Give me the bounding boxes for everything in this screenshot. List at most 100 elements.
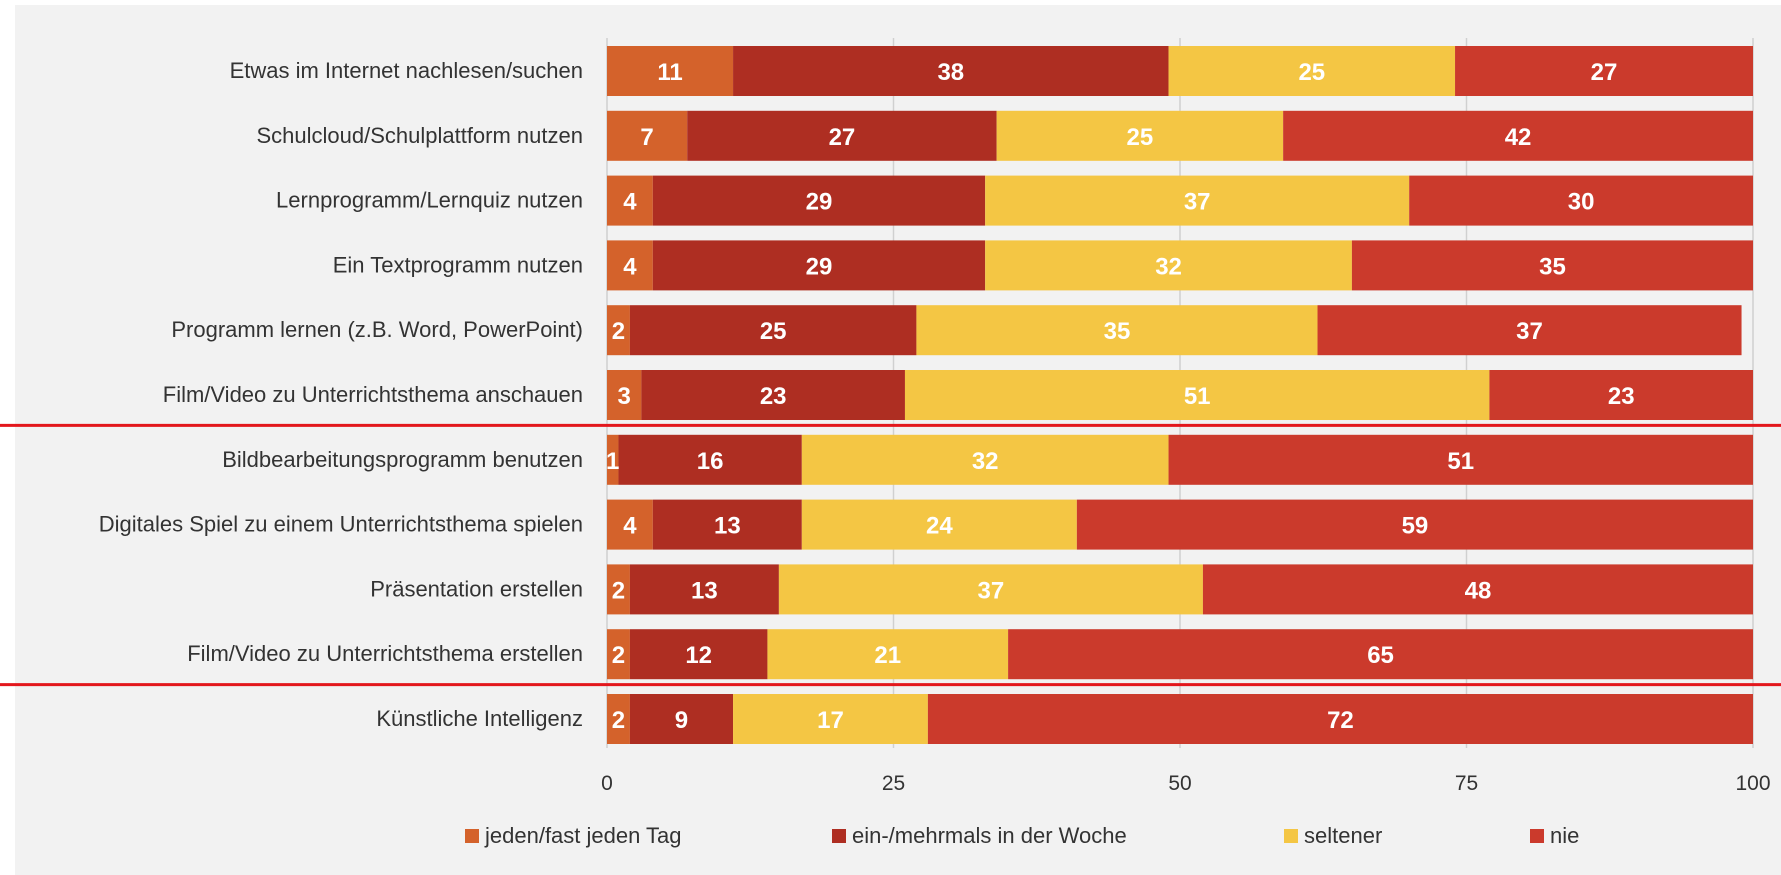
category-label: Digitales Spiel zu einem Unterrichtsthem… (99, 512, 583, 537)
data-label: 37 (1184, 189, 1211, 216)
bar-nie (1351, 240, 1753, 291)
data-label: 11 (657, 59, 682, 86)
data-label: 25 (760, 318, 787, 345)
bar-jeden-fast-jeden-tag (607, 564, 630, 615)
data-label: 32 (972, 448, 999, 475)
legend-label: seltener (1304, 823, 1382, 848)
data-label: 3 (618, 383, 631, 410)
data-label: 51 (1184, 383, 1211, 410)
bar-seltener (733, 694, 928, 744)
bar-nie (1455, 46, 1753, 96)
data-label: 37 (1516, 318, 1543, 345)
bar-ein-mehrmals-in-der-woche (641, 370, 905, 420)
data-label: 42 (1505, 124, 1532, 151)
bar-ein-mehrmals-in-der-woche (733, 46, 1169, 96)
bar-ein-mehrmals-in-der-woche (652, 240, 986, 291)
bar-jeden-fast-jeden-tag (607, 694, 630, 744)
bar-seltener (996, 110, 1284, 161)
data-label: 13 (691, 577, 718, 604)
data-label: 25 (1127, 124, 1154, 151)
bar-jeden-fast-jeden-tag (607, 46, 734, 96)
data-label: 1 (606, 448, 619, 475)
data-label: 13 (714, 513, 741, 540)
category-label: Schulcloud/Schulplattform nutzen (256, 123, 583, 148)
bar-jeden-fast-jeden-tag (607, 370, 642, 420)
bar-seltener (985, 175, 1410, 226)
data-label: 29 (806, 253, 833, 280)
data-label: 12 (685, 642, 712, 669)
category-label: Ein Textprogramm nutzen (333, 252, 583, 277)
category-labels: Etwas im Internet nachlesen/suchen Schulc… (99, 58, 583, 731)
data-label: 2 (612, 318, 625, 345)
category-label: Künstliche Intelligenz (376, 706, 583, 731)
bar-seltener (985, 240, 1352, 291)
data-label: 37 (978, 577, 1005, 604)
legend: jeden/fast jeden Tag ein-/mehrmals in der… (465, 823, 1579, 848)
bar-ein-mehrmals-in-der-woche (629, 564, 779, 615)
data-label: 9 (675, 707, 688, 734)
data-label: 4 (623, 189, 637, 216)
data-label: 38 (937, 59, 964, 86)
data-label: 17 (817, 707, 844, 734)
x-tick-label: 100 (1735, 772, 1770, 795)
data-label: 4 (623, 513, 637, 540)
legend-label: ein-/mehrmals in der Woche (852, 823, 1127, 848)
bar-seltener (1168, 46, 1456, 96)
category-label: Film/Video zu Unterrichtsthema erstellen (187, 641, 583, 666)
data-label: 35 (1104, 318, 1131, 345)
data-label: 23 (1608, 383, 1635, 410)
data-label: 48 (1465, 577, 1492, 604)
bar-jeden-fast-jeden-tag (607, 629, 630, 680)
bar-seltener (767, 629, 1009, 680)
data-label: 23 (760, 383, 787, 410)
bar-nie (1317, 305, 1742, 356)
data-label: 51 (1447, 448, 1474, 475)
x-tick-label: 75 (1455, 772, 1478, 795)
x-tick-label: 0 (601, 772, 613, 795)
x-tick-label: 25 (882, 772, 905, 795)
bar-seltener (778, 564, 1203, 615)
category-label: Programm lernen (z.B. Word, PowerPoint) (171, 317, 583, 342)
data-label: 2 (612, 577, 625, 604)
data-label: 7 (640, 124, 653, 151)
data-label: 27 (1591, 59, 1618, 86)
bar-nie (1283, 110, 1753, 161)
bar-nie (1409, 175, 1753, 226)
category-label: Lernprogramm/Lernquiz nutzen (276, 188, 583, 213)
bar-jeden-fast-jeden-tag (607, 305, 630, 356)
bar-ein-mehrmals-in-der-woche (652, 499, 802, 550)
bar-jeden-fast-jeden-tag (607, 499, 653, 550)
data-label: 72 (1327, 707, 1354, 734)
bars (607, 46, 1753, 744)
bar-nie (1202, 564, 1753, 615)
category-label: Film/Video zu Unterrichtsthema anschauen (163, 382, 583, 407)
bar-jeden-fast-jeden-tag (607, 240, 653, 291)
bar-nie (1008, 629, 1753, 680)
data-label: 59 (1402, 513, 1429, 540)
bar-ein-mehrmals-in-der-woche (629, 305, 917, 356)
bar-nie (1168, 434, 1753, 485)
bar-seltener (801, 499, 1077, 550)
legend-swatch-seltener (1284, 829, 1298, 843)
bar-ein-mehrmals-in-der-woche (618, 434, 802, 485)
data-label: 29 (806, 189, 833, 216)
category-label: Bildbearbeitungsprogramm benutzen (222, 447, 583, 472)
category-label: Präsentation erstellen (370, 576, 583, 601)
data-label: 24 (926, 513, 953, 540)
bar-jeden-fast-jeden-tag (607, 175, 653, 226)
bar-ein-mehrmals-in-der-woche (629, 629, 768, 680)
bar-ein-mehrmals-in-der-woche (629, 694, 734, 744)
bar-seltener (916, 305, 1318, 356)
data-label: 27 (829, 124, 856, 151)
legend-label: nie (1550, 823, 1579, 848)
bar-jeden-fast-jeden-tag (607, 434, 619, 485)
bar-ein-mehrmals-in-der-woche (652, 175, 986, 226)
data-label: 2 (612, 707, 625, 734)
category-label: Etwas im Internet nachlesen/suchen (230, 58, 583, 83)
legend-swatch-nie (1530, 829, 1544, 843)
x-tick-label: 50 (1168, 772, 1191, 795)
bar-seltener (801, 434, 1169, 485)
data-label: 32 (1155, 253, 1182, 280)
